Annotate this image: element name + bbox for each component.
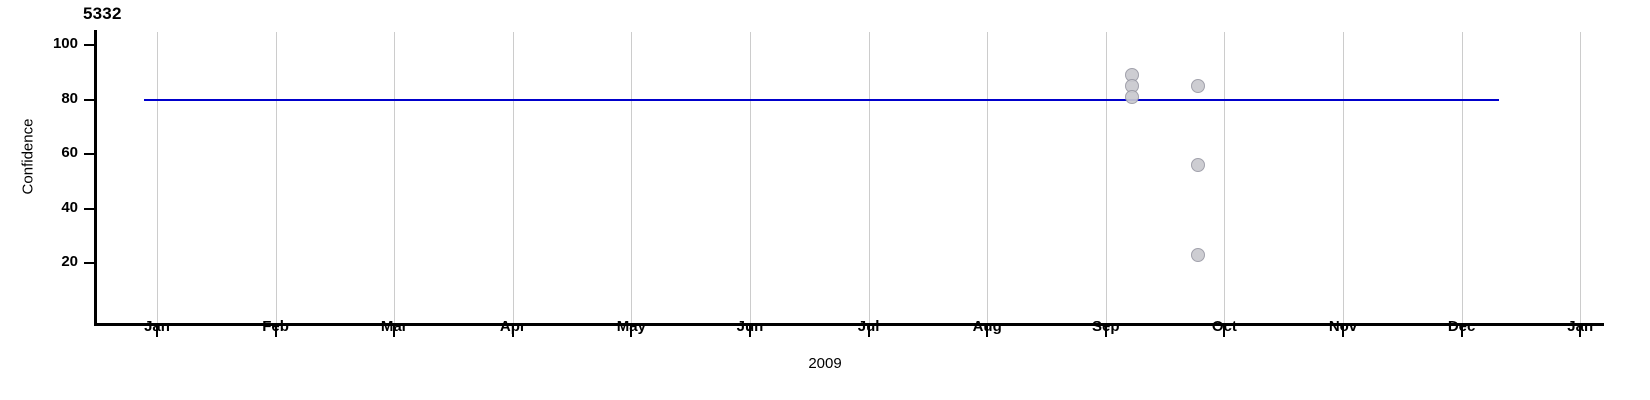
gridline-vertical: [394, 32, 396, 323]
x-tick-sep-8: [1104, 326, 1107, 337]
y-tick-label: 100: [52, 35, 78, 52]
y-tick-20: [84, 262, 95, 264]
gridline-vertical: [1580, 32, 1582, 323]
y-tick-label: 60: [61, 144, 78, 161]
gridline-vertical: [1224, 32, 1226, 323]
y-tick-label: 40: [61, 198, 78, 216]
x-tick-label: Apr: [499, 318, 526, 335]
gridline-vertical: [1105, 32, 1107, 323]
x-tick-jun-5: [749, 326, 751, 337]
x-axis-label: 2009: [808, 355, 842, 372]
x-tick-label: Jan: [1567, 318, 1594, 335]
x-tick-label: Jun: [736, 318, 764, 335]
data-point: [1191, 247, 1206, 262]
x-tick-mar-2: [393, 326, 396, 337]
x-tick-may-4: [630, 326, 633, 337]
x-tick-label: Mar: [380, 318, 408, 335]
y-tick-80: [84, 98, 95, 101]
data-point: [1191, 78, 1206, 93]
x-tick-apr-3: [511, 326, 514, 337]
gridline-vertical: [987, 32, 989, 323]
x-tick-label: Sep: [1092, 318, 1120, 335]
gridline-vertical: [1461, 32, 1463, 323]
data-point: [1191, 157, 1206, 172]
gridline-vertical: [631, 32, 633, 323]
x-tick-label: Aug: [972, 318, 1002, 335]
x-tick-label: Nov: [1328, 318, 1358, 335]
x-tick-nov-10: [1342, 326, 1344, 337]
gridline-vertical: [157, 32, 158, 323]
x-tick-label: Dec: [1447, 318, 1476, 335]
y-tick-60: [84, 153, 95, 155]
gridline-vertical: [750, 32, 751, 323]
x-axis-label-row: 2009: [0, 355, 1650, 372]
y-tick-label: 20: [61, 253, 78, 270]
x-tick-dec-11: [1460, 326, 1463, 337]
x-tick-label: Feb: [262, 318, 289, 335]
y-tick-100: [84, 44, 95, 46]
y-axis-line: [94, 30, 97, 326]
x-tick-oct-9: [1223, 326, 1226, 337]
x-tick-label: Oct: [1211, 318, 1237, 335]
y-tick-label: 80: [61, 89, 78, 107]
y-tick-40: [84, 207, 95, 210]
x-tick-jan-12: [1579, 326, 1582, 337]
gridline-vertical: [1343, 32, 1344, 323]
x-tick-feb-1: [274, 326, 277, 337]
x-tick-label: Jul: [857, 318, 880, 335]
x-tick-label: Jan: [144, 318, 170, 335]
x-tick-label: May: [616, 318, 646, 335]
x-axis-line: [94, 323, 1604, 326]
x-tick-jul-6: [867, 326, 870, 337]
chart-title: 5332: [83, 4, 122, 23]
data-point: [1124, 89, 1139, 104]
x-tick-aug-7: [986, 326, 989, 337]
gridline-vertical: [512, 32, 514, 323]
reference-line: [144, 98, 1499, 101]
gridline-vertical: [868, 32, 870, 323]
gridline-vertical: [275, 32, 277, 323]
x-tick-jan-0: [156, 326, 158, 337]
